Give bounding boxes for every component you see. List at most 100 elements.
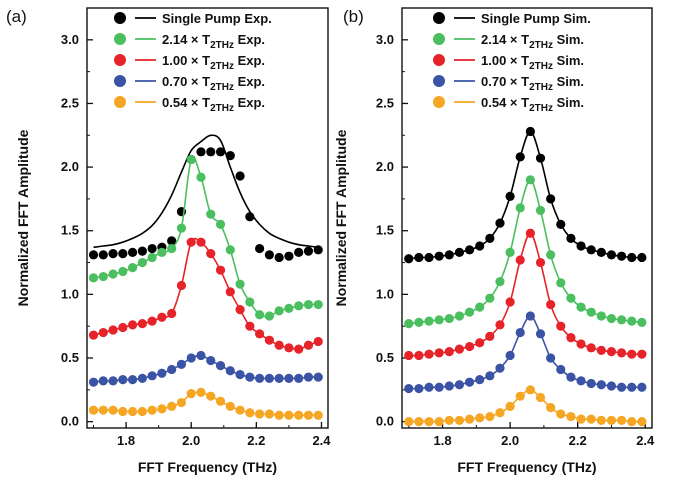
- legend-marker: [114, 12, 126, 24]
- data-point: [475, 338, 485, 348]
- data-point: [566, 372, 576, 382]
- data-point: [313, 299, 323, 310]
- data-point: [627, 316, 637, 326]
- data-point: [546, 353, 556, 363]
- legend-label: 0.70 × T2THz Exp.: [162, 74, 265, 93]
- data-point: [475, 241, 485, 251]
- data-point: [225, 287, 235, 297]
- data-point: [167, 236, 177, 246]
- series-0: [404, 126, 647, 264]
- legend-marker: [433, 12, 445, 24]
- data-point: [215, 361, 226, 371]
- data-point: [284, 251, 294, 261]
- data-point: [546, 299, 556, 310]
- data-point: [206, 209, 216, 219]
- data-point: [515, 152, 525, 162]
- data-point: [464, 341, 475, 352]
- series-4: [88, 387, 323, 420]
- data-point: [556, 409, 566, 419]
- data-point: [186, 237, 196, 247]
- legend-marker: [433, 96, 445, 108]
- data-point: [127, 247, 138, 257]
- data-point: [637, 317, 647, 327]
- data-point: [137, 246, 147, 256]
- fit-line: [93, 134, 319, 249]
- data-point: [414, 317, 424, 327]
- y-axis-label: Normalized FFT Amplitude: [15, 129, 31, 306]
- data-point: [98, 376, 108, 386]
- fit-line: [408, 389, 642, 423]
- data-point: [464, 245, 475, 255]
- series-1: [88, 154, 323, 321]
- data-point: [255, 310, 265, 320]
- legend-entry: 2.14 × T2THz Exp.: [114, 32, 265, 51]
- data-point: [147, 252, 157, 263]
- data-point: [235, 279, 245, 289]
- data-point: [118, 249, 128, 259]
- data-point: [485, 233, 495, 243]
- data-point: [215, 147, 226, 157]
- legend-label: Single Pump Sim.: [481, 11, 591, 26]
- data-point: [444, 381, 454, 391]
- data-point: [596, 415, 606, 425]
- data-point: [525, 126, 535, 137]
- data-point: [118, 266, 128, 277]
- data-point: [485, 411, 495, 422]
- data-point: [434, 417, 444, 427]
- data-point: [464, 377, 475, 387]
- data-point: [434, 382, 444, 392]
- legend-marker: [114, 75, 126, 87]
- data-point: [98, 405, 108, 415]
- data-point: [196, 147, 206, 157]
- data-point: [414, 383, 424, 394]
- data-point: [606, 381, 617, 391]
- data-point: [525, 311, 535, 321]
- data-point: [176, 359, 187, 369]
- legend-entry: 0.70 × T2THz Sim.: [433, 74, 584, 93]
- data-point: [313, 410, 323, 420]
- data-point: [616, 348, 627, 358]
- x-tick-label: 2.4: [312, 433, 331, 448]
- data-point: [505, 247, 515, 257]
- data-point: [196, 350, 206, 361]
- data-point: [556, 321, 566, 331]
- data-point: [576, 302, 586, 312]
- legend-marker: [114, 96, 126, 108]
- data-point: [414, 417, 424, 427]
- data-point: [206, 147, 216, 157]
- data-point: [245, 408, 255, 418]
- data-point: [566, 411, 576, 422]
- legend-entry: Single Pump Exp.: [114, 11, 272, 26]
- data-point: [255, 409, 265, 419]
- data-point: [414, 252, 424, 263]
- data-point: [475, 375, 485, 385]
- data-point: [535, 153, 546, 163]
- data-point: [596, 247, 606, 257]
- data-point: [515, 391, 525, 401]
- data-point: [157, 312, 167, 322]
- plot-frame: [86, 7, 329, 429]
- x-tick-label: 1.8: [434, 433, 452, 448]
- data-point: [108, 325, 118, 335]
- data-point: [505, 401, 515, 411]
- data-point: [404, 417, 414, 427]
- series-1: [404, 175, 647, 329]
- chart-panel-a: 1.8 2.0 2.2 2.4 0.0 0.5 1.0 1.5 2.0 2.5 3.0 FFT Fre…: [6, 7, 331, 475]
- data-point: [294, 247, 304, 257]
- data-point: [515, 203, 525, 213]
- legend-marker: [433, 75, 445, 87]
- data-point: [464, 307, 475, 317]
- data-point: [157, 404, 167, 414]
- data-point: [434, 348, 444, 358]
- y-tick-label: 2.0: [61, 159, 79, 174]
- data-point: [245, 297, 255, 307]
- data-point: [264, 373, 274, 383]
- series-3: [404, 311, 647, 394]
- data-point: [627, 349, 637, 359]
- x-tick-label: 1.8: [117, 433, 135, 448]
- data-point: [475, 413, 485, 423]
- data-point: [303, 340, 314, 350]
- data-point: [88, 405, 99, 415]
- data-point: [556, 364, 566, 375]
- data-point: [637, 252, 647, 263]
